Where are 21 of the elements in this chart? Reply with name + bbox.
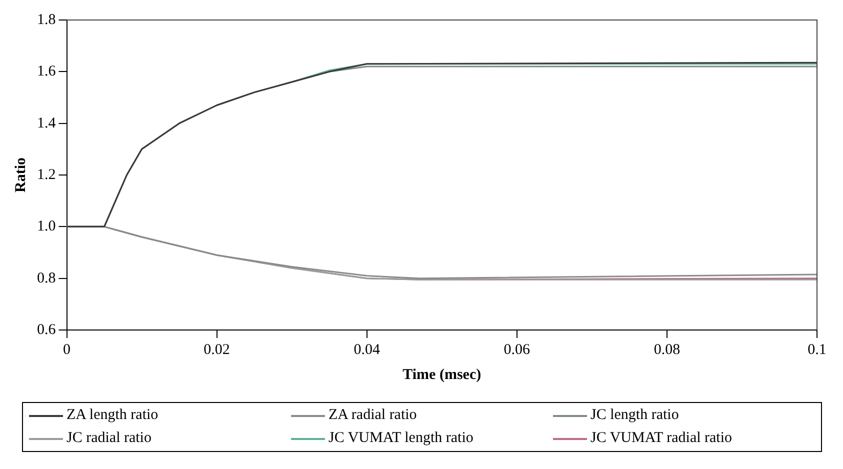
x-tick-label: 0.02	[204, 342, 230, 358]
y-tick-label: 1.0	[37, 218, 56, 235]
legend-label: JC VUMAT length ratio	[328, 430, 474, 447]
x-tick-label: 0	[63, 342, 70, 358]
x-tick-label: 0.06	[504, 342, 531, 358]
legend-label: JC radial ratio	[66, 430, 152, 447]
y-axis-title: Ratio	[12, 158, 29, 192]
legend-label: JC VUMAT radial ratio	[590, 430, 732, 447]
legend-label: ZA radial ratio	[328, 407, 417, 424]
x-tick-label: 0.1	[808, 342, 826, 358]
x-tick-label: 0.04	[354, 342, 380, 358]
x-tick-label: 0.08	[654, 342, 680, 358]
y-tick-label: 1.4	[37, 115, 56, 132]
legend-label: ZA length ratio	[66, 407, 158, 424]
y-tick-label: 0.6	[37, 322, 56, 338]
y-tick-label: 1.2	[37, 166, 56, 183]
y-tick-label: 1.8	[37, 12, 56, 28]
x-axis-title: Time (msec)	[402, 366, 482, 383]
y-tick-label: 0.8	[37, 270, 56, 286]
y-tick-label: 1.6	[37, 64, 56, 80]
legend-label: JC length ratio	[590, 407, 679, 424]
